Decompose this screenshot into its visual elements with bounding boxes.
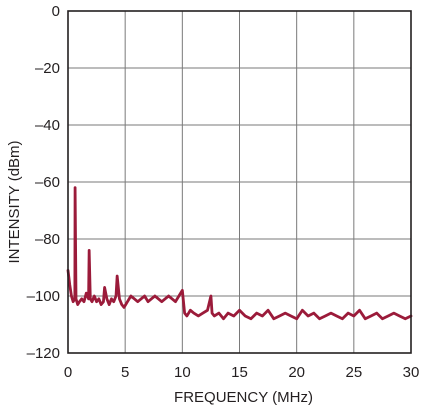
x-tick-label: 15 — [231, 364, 248, 381]
y-tick-label: –40 — [35, 117, 60, 134]
x-tick-label: 30 — [403, 364, 420, 381]
y-tick-label: –120 — [27, 345, 60, 362]
x-tick-label: 5 — [121, 364, 129, 381]
y-tick-label: –80 — [35, 231, 60, 248]
y-axis-label: INTENSITY (dBm) — [6, 140, 23, 263]
plot-frame — [67, 10, 412, 354]
y-axis-ticks: 0 –20 –40 –60 –80 –100 –120 — [27, 3, 60, 362]
x-tick-label: 20 — [288, 364, 305, 381]
x-axis-ticks: 0 5 10 15 20 25 30 — [64, 364, 420, 381]
x-tick-label: 25 — [345, 364, 362, 381]
y-tick-label: 0 — [52, 3, 60, 20]
x-tick-label: 0 — [64, 364, 72, 381]
x-tick-label: 10 — [174, 364, 191, 381]
series-line-0 — [66, 186, 413, 321]
y-tick-label: –60 — [35, 174, 60, 191]
y-tick-label: –20 — [35, 60, 60, 77]
x-axis-label: FREQUENCY (MHz) — [174, 389, 313, 406]
series-layer — [66, 186, 413, 321]
grid — [68, 11, 411, 353]
y-tick-label: –100 — [27, 288, 60, 305]
